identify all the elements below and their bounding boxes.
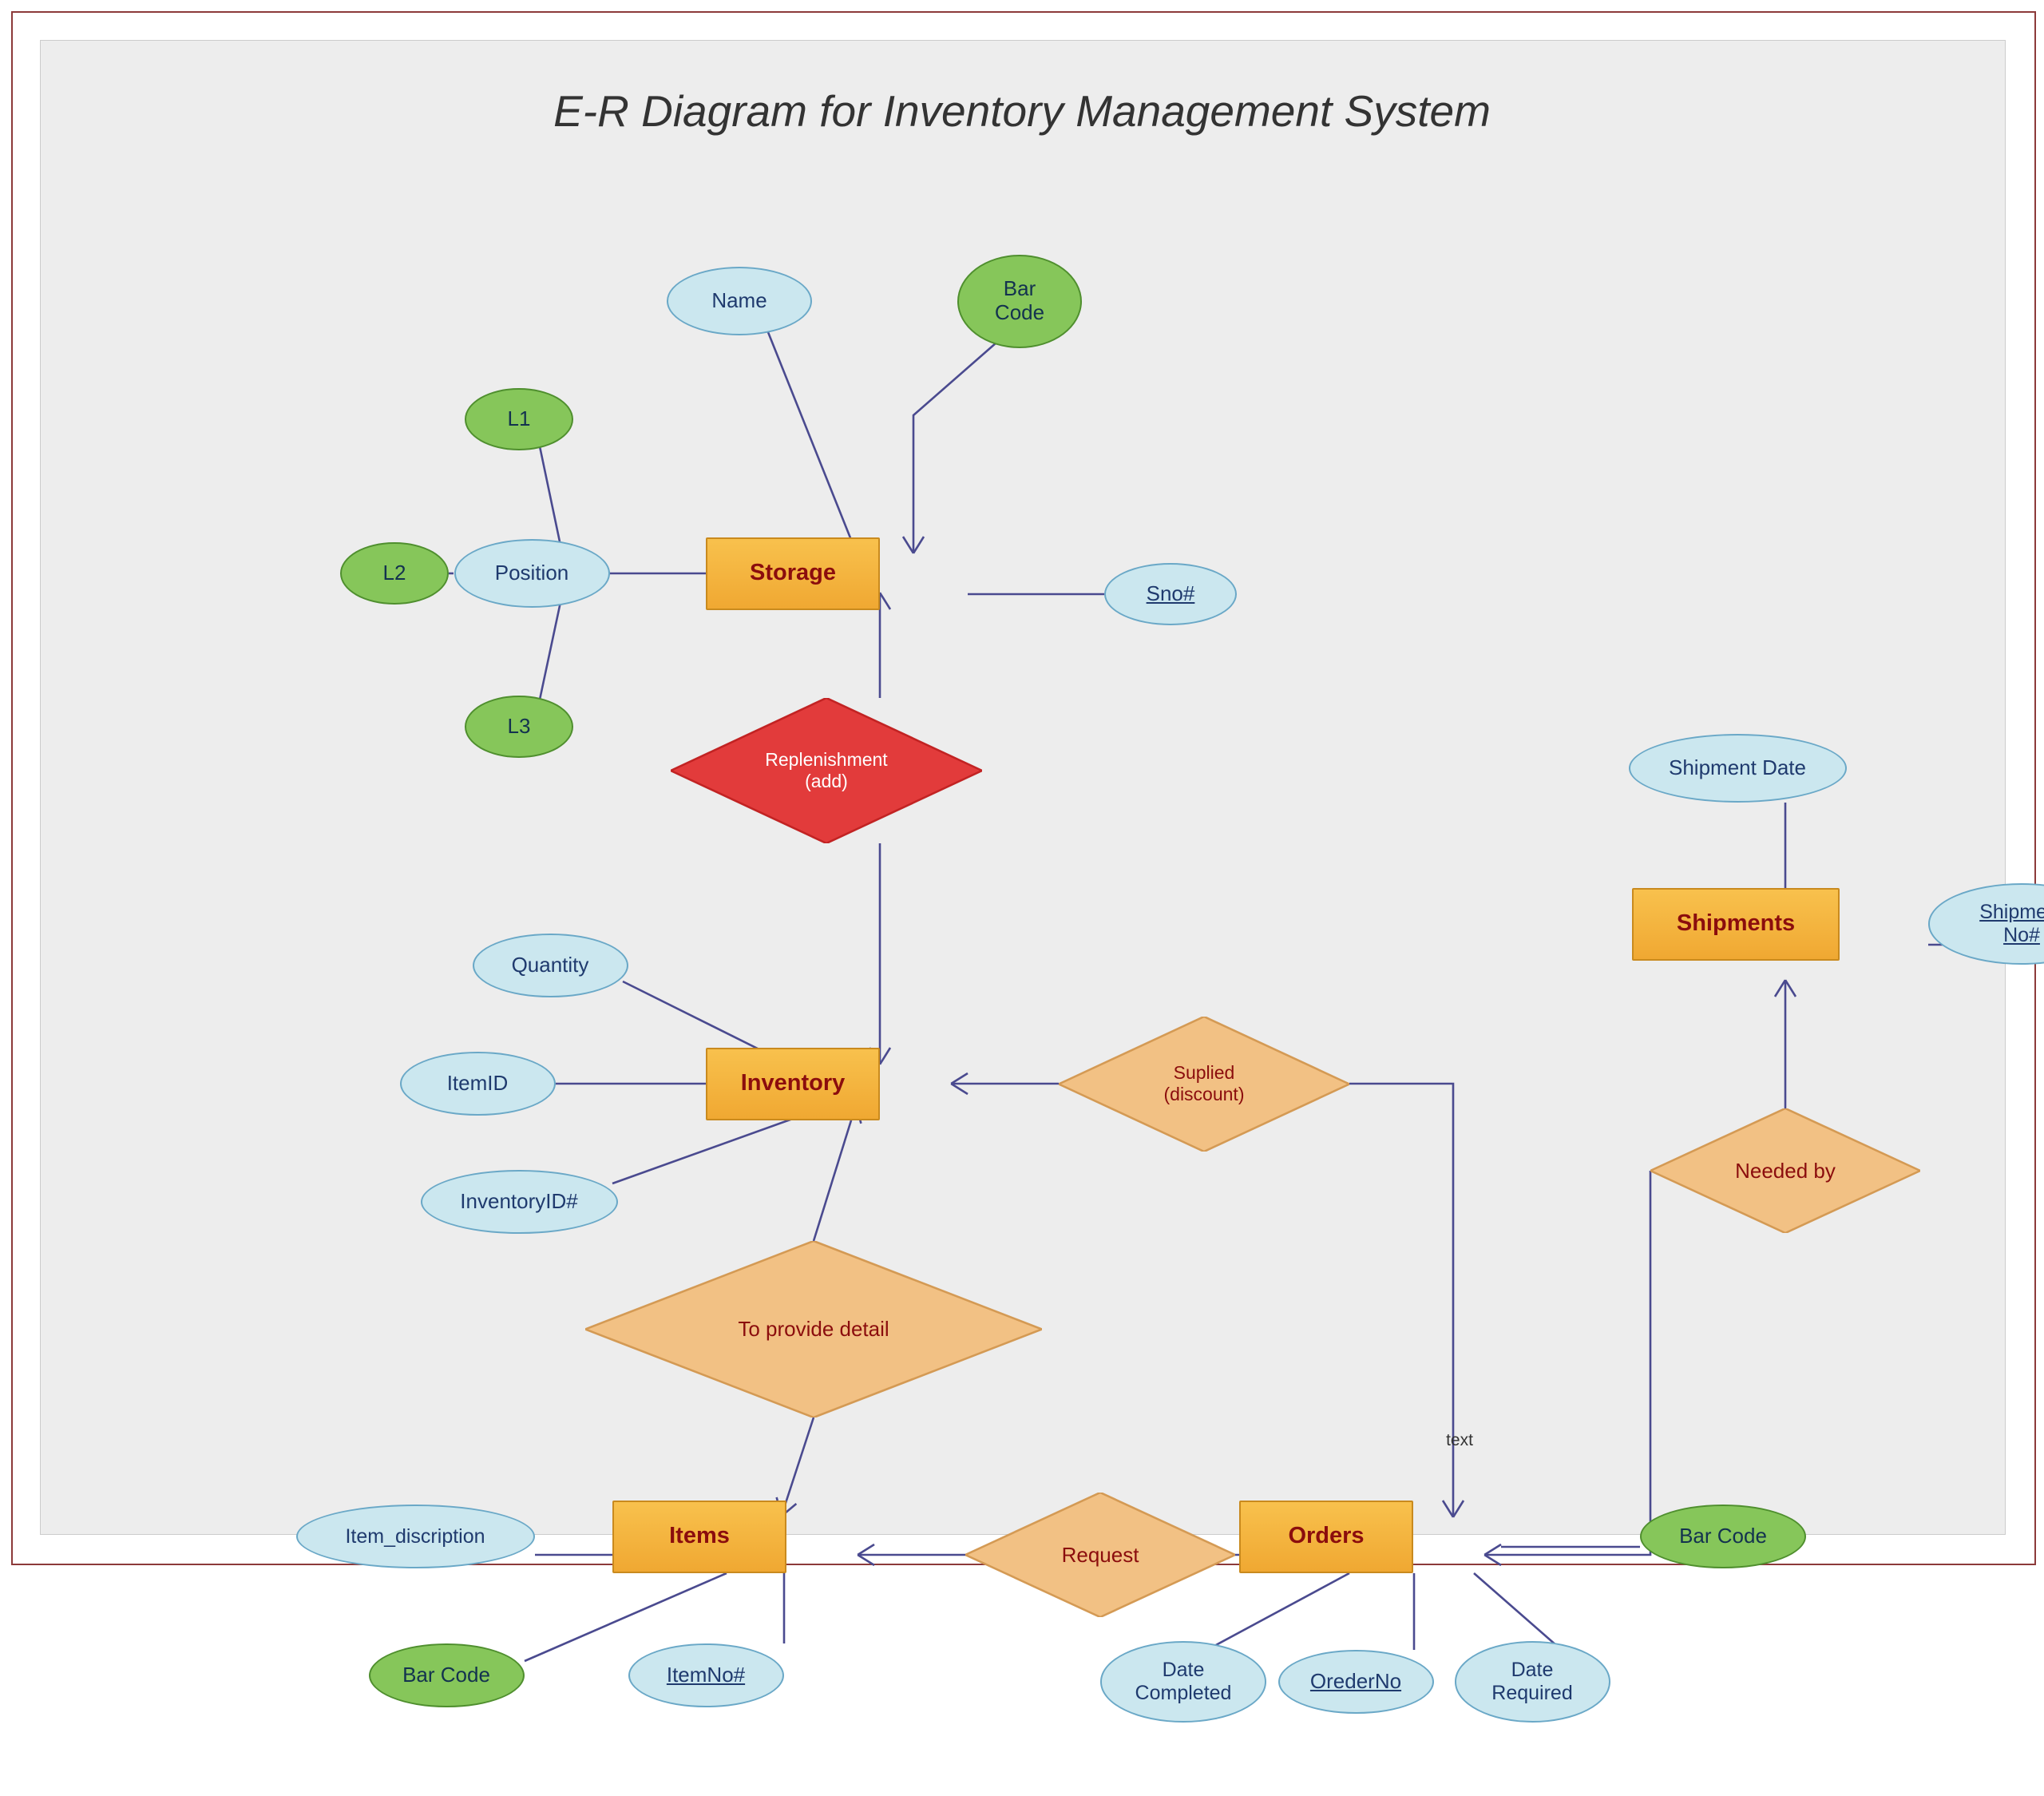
entity-inventory: Inventory bbox=[706, 1048, 880, 1120]
relationship-replen: Replenishment (add) bbox=[671, 698, 982, 843]
attribute-l1: L1 bbox=[465, 388, 572, 450]
attribute-itemdesc: Item_discription bbox=[296, 1505, 535, 1569]
edge-label: text bbox=[1446, 1431, 1473, 1450]
attribute-barcode1: Bar Code bbox=[957, 255, 1082, 348]
attribute-name: Name bbox=[667, 267, 812, 335]
attribute-itemno: ItemNo# bbox=[628, 1643, 784, 1708]
node-label: ItemNo# bbox=[667, 1663, 745, 1687]
node-label: Sno# bbox=[1147, 582, 1195, 606]
relationship-label: Needed by bbox=[1650, 1108, 1920, 1233]
node-label: Position bbox=[495, 561, 569, 585]
attribute-itemid: ItemID bbox=[400, 1052, 556, 1116]
node-label: Shipment No# bbox=[1979, 901, 2044, 947]
node-label: Bar Code bbox=[1679, 1524, 1767, 1548]
node-label: L3 bbox=[508, 715, 531, 739]
node-label: ItemID bbox=[447, 1072, 509, 1096]
relationship-provide: To provide detail bbox=[585, 1241, 1042, 1417]
relationship-label: Replenishment (add) bbox=[671, 698, 982, 843]
entity-shipments: Shipments bbox=[1632, 888, 1840, 961]
stage: E-R Diagram for Inventory Management Sys… bbox=[0, 0, 2044, 1669]
node-label: L2 bbox=[383, 561, 406, 585]
relationship-label: To provide detail bbox=[585, 1241, 1042, 1417]
node-label: InventoryID# bbox=[460, 1190, 577, 1214]
node-label: OrederNo bbox=[1310, 1670, 1401, 1694]
relationship-label: Suplied (discount) bbox=[1059, 1017, 1349, 1152]
relationship-request: Request bbox=[965, 1493, 1235, 1617]
relationship-suplied: Suplied (discount) bbox=[1059, 1017, 1349, 1152]
node-label: Shipments bbox=[1677, 910, 1795, 937]
attribute-datecomp: Date Completed bbox=[1100, 1641, 1266, 1722]
node-label: Bar Code bbox=[402, 1663, 490, 1687]
node-label: Date Required bbox=[1491, 1659, 1572, 1705]
node-label: Inventory bbox=[741, 1070, 846, 1096]
attribute-l3: L3 bbox=[465, 696, 572, 758]
attribute-position: Position bbox=[454, 539, 610, 608]
relationship-label: Request bbox=[965, 1493, 1235, 1617]
edge-layer bbox=[0, 0, 2044, 1669]
node-label: Name bbox=[711, 289, 766, 313]
attribute-barcode3: Bar Code bbox=[1640, 1505, 1806, 1569]
attribute-shipdate: Shipment Date bbox=[1629, 734, 1847, 803]
attribute-sno: Sno# bbox=[1104, 563, 1237, 625]
attribute-quantity: Quantity bbox=[473, 934, 628, 998]
attribute-orderno: OrederNo bbox=[1278, 1650, 1434, 1715]
entity-items: Items bbox=[612, 1501, 786, 1573]
node-label: Quantity bbox=[512, 954, 589, 977]
node-label: Bar Code bbox=[995, 277, 1044, 325]
node-label: Items bbox=[669, 1523, 730, 1549]
entity-orders: Orders bbox=[1239, 1501, 1413, 1573]
attribute-datereq: Date Required bbox=[1455, 1641, 1610, 1722]
diagram-title: E-R Diagram for Inventory Management Sys… bbox=[0, 85, 2044, 137]
relationship-needed: Needed by bbox=[1650, 1108, 1920, 1233]
node-label: Storage bbox=[750, 560, 836, 586]
node-label: Shipment Date bbox=[1669, 756, 1806, 780]
attribute-barcode2: Bar Code bbox=[369, 1643, 525, 1708]
node-label: Orders bbox=[1288, 1523, 1364, 1549]
node-label: Item_discription bbox=[345, 1525, 485, 1548]
attribute-invid: InventoryID# bbox=[421, 1170, 618, 1235]
node-label: Date Completed bbox=[1135, 1659, 1232, 1705]
node-label: L1 bbox=[508, 407, 531, 431]
attribute-l2: L2 bbox=[340, 542, 448, 605]
entity-storage: Storage bbox=[706, 537, 880, 610]
